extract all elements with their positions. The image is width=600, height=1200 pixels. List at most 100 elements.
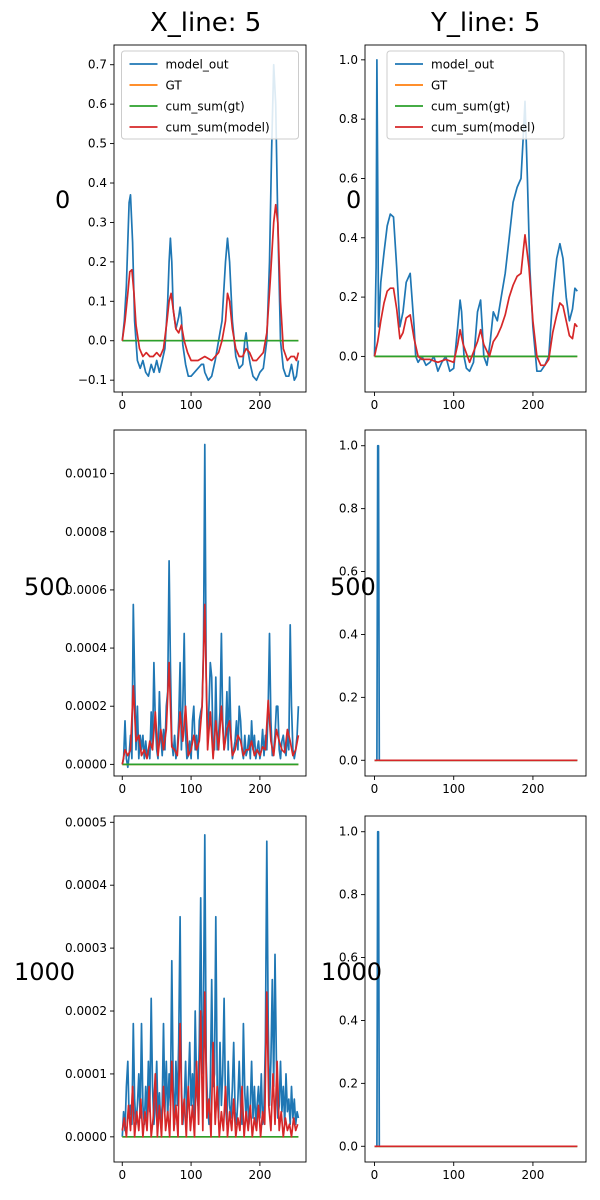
row-label-0-right: 0 — [346, 186, 362, 214]
y-tick-label: 0.6 — [339, 565, 358, 579]
y-tick-label: 0.8 — [339, 888, 358, 902]
y-tick-label: 0.5 — [88, 137, 107, 151]
axes-frame — [364, 815, 587, 1163]
y-tick-label: 0.0002 — [65, 699, 107, 713]
legend-label: cum_sum(gt) — [166, 100, 245, 114]
y-tick-label: 0.0004 — [65, 641, 107, 655]
legend-box — [386, 50, 565, 140]
axes-frame — [364, 429, 587, 777]
axes-frame — [364, 44, 587, 393]
legend-label: cum_sum(gt) — [431, 100, 510, 114]
series-line-model-out — [121, 443, 300, 769]
y-tick-label: 0.0010 — [65, 467, 107, 481]
y-tick-label: 0.0000 — [65, 1130, 107, 1144]
subplot-row-2-x: 0 100 200 0.0000 0.0001 0.0002 0.0003 0.0004 0.0… — [65, 815, 307, 1182]
series-line-cum-sum-model — [121, 991, 299, 1138]
x-tick-label: 0 — [118, 1168, 126, 1182]
legend-box — [121, 50, 299, 140]
y-tick-label: 0.0008 — [65, 525, 107, 539]
legend-label: model_out — [431, 58, 494, 72]
y-tick-label: 1.0 — [339, 825, 358, 839]
axes-frame — [113, 815, 307, 1163]
y-tick-label: 0.4 — [339, 231, 358, 245]
series-group — [374, 830, 578, 1148]
y-tick-label: 0.0003 — [65, 941, 107, 955]
y-tick-label: 0.6 — [339, 171, 358, 185]
subplot-row-1-y: 0 100 200 0.0 0.2 0.4 0.6 0.8 1.0 — [339, 429, 587, 796]
x-tick-label: 200 — [248, 782, 271, 796]
series-group — [121, 443, 300, 769]
x-tick-label: 200 — [248, 1168, 271, 1182]
x-tick-label: 200 — [521, 1168, 544, 1182]
y-tick-label: −0.1 — [78, 373, 107, 387]
y-tick-label: 0.0000 — [65, 757, 107, 771]
y-tick-label: 0.2 — [339, 690, 358, 704]
series-line-model-out — [374, 444, 578, 762]
row-label-1000-left: 1000 — [14, 958, 76, 986]
x-tick-label: 0 — [118, 782, 126, 796]
subplot-row-1-x: 0 100 200 0.0000 0.0002 0.0004 0.0006 0.0008 0.0… — [65, 429, 307, 796]
y-tick-label: 0.6 — [88, 97, 107, 111]
y-tick-label: 0.0004 — [65, 878, 107, 892]
x-tick-label: 100 — [180, 1168, 203, 1182]
y-tick-label: 0.0 — [88, 334, 107, 348]
x-tick-label: 100 — [180, 782, 203, 796]
series-group — [121, 834, 300, 1138]
legend: model_out GT cum_sum(gt) cum_sum(model) — [386, 50, 565, 140]
subplot-row-0-y: 0 100 200 0.0 0.2 0.4 0.6 0.8 1.0 model_out GT cum_… — [339, 44, 587, 412]
y-tick-label: 0.0002 — [65, 1004, 107, 1018]
y-tick-label: 0.4 — [339, 627, 358, 641]
subplot-row-0-x: 0 100 200 −0.1 0.0 0.1 0.2 0.3 0.4 0.5 0.6 0.7 model… — [78, 44, 307, 412]
row-label-1000-right: 1000 — [321, 958, 383, 986]
y-tick-label: 0.0006 — [65, 583, 107, 597]
subplot-row-2-y: 0 100 200 0.0 0.2 0.4 0.6 0.8 1.0 — [339, 815, 587, 1182]
legend-label: cum_sum(model) — [166, 121, 270, 135]
legend-label: model_out — [166, 58, 229, 72]
x-tick-label: 0 — [118, 398, 126, 412]
x-tick-label: 200 — [521, 398, 544, 412]
axes-frame — [113, 429, 307, 777]
x-tick-label: 100 — [442, 398, 465, 412]
series-group — [374, 444, 578, 762]
series-line-model-out — [121, 63, 300, 382]
y-tick-label: 0.7 — [88, 58, 107, 72]
y-tick-label: 0.2 — [339, 1076, 358, 1090]
legend-label: GT — [431, 79, 448, 93]
y-tick-label: 0.4 — [88, 176, 107, 190]
legend: model_out GT cum_sum(gt) cum_sum(model) — [121, 50, 299, 140]
y-tick-label: 1.0 — [339, 53, 358, 67]
y-tick-label: 0.0 — [339, 753, 358, 767]
y-tick-label: 0.0 — [339, 349, 358, 363]
axes-frame — [113, 44, 307, 393]
y-tick-label: 0.4 — [339, 1013, 358, 1027]
x-tick-label: 0 — [371, 398, 379, 412]
series-line-model-out — [373, 58, 578, 373]
x-tick-label: 100 — [442, 1168, 465, 1182]
series-line-model-out — [374, 830, 578, 1148]
x-tick-label: 200 — [521, 782, 544, 796]
series-line-cum-sum-model — [121, 603, 300, 765]
series-line-cum-sum-model — [121, 203, 300, 362]
x-tick-label: 0 — [371, 782, 379, 796]
y-tick-label: 0.0 — [339, 1139, 358, 1153]
column-title-y-line: Y_line: 5 — [431, 8, 541, 38]
y-tick-label: 0.1 — [88, 294, 107, 308]
y-tick-label: 0.6 — [339, 951, 358, 965]
y-tick-label: 0.8 — [339, 112, 358, 126]
y-tick-label: 0.2 — [88, 255, 107, 269]
x-tick-label: 100 — [442, 782, 465, 796]
legend-label: GT — [166, 79, 183, 93]
y-tick-label: 0.0005 — [65, 815, 107, 829]
y-tick-label: 0.8 — [339, 502, 358, 516]
y-tick-label: 0.0001 — [65, 1067, 107, 1081]
series-group — [373, 58, 578, 373]
series-group — [121, 63, 300, 382]
column-title-x-line: X_line: 5 — [150, 8, 262, 38]
series-line-cum-sum-model — [373, 233, 578, 367]
y-tick-label: 1.0 — [339, 439, 358, 453]
y-tick-label: 0.3 — [88, 215, 107, 229]
x-tick-label: 0 — [371, 1168, 379, 1182]
y-tick-label: 0.2 — [339, 290, 358, 304]
x-tick-label: 100 — [180, 398, 203, 412]
